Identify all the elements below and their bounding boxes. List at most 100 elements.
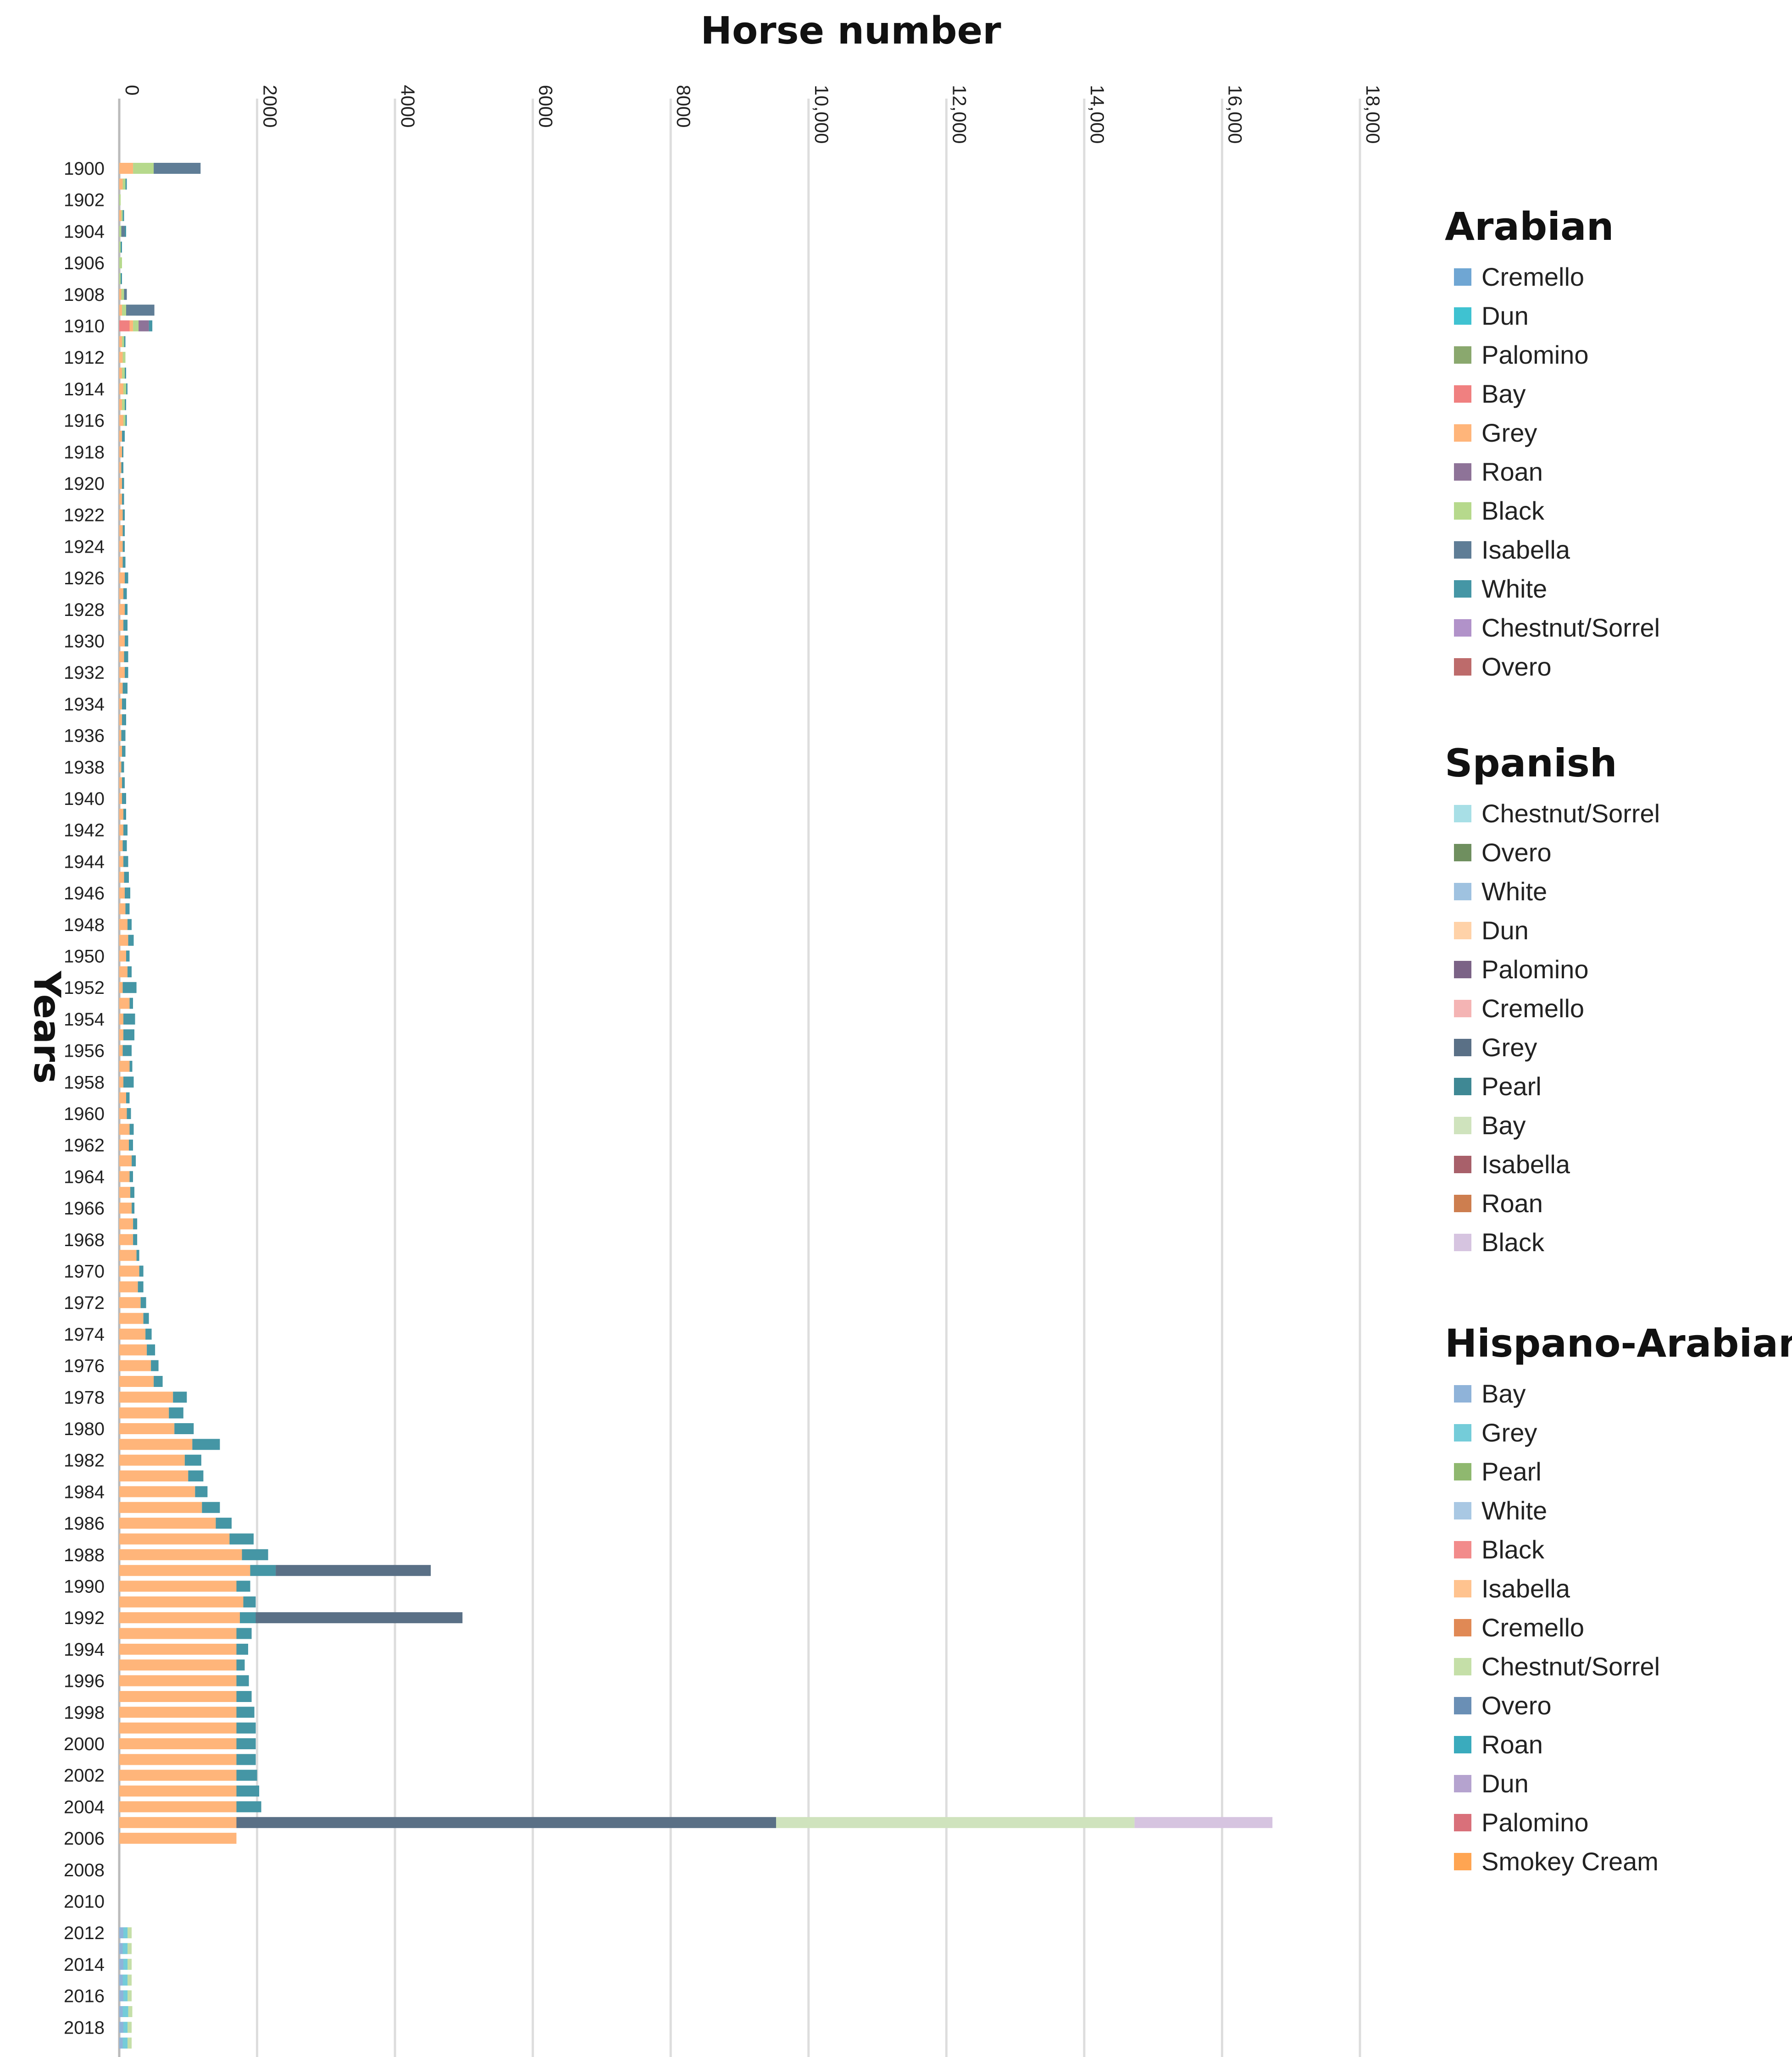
bar-segment (776, 1817, 1135, 1828)
legend-title: Arabian (1445, 204, 1614, 249)
bar-segment (119, 1785, 237, 1797)
bar-segment (119, 635, 125, 647)
bar-segment (123, 588, 127, 599)
legend-swatch (1454, 921, 1471, 939)
bar-segment (119, 824, 123, 836)
bar-segment (121, 730, 126, 741)
bar-segment (129, 1124, 134, 1135)
y-tick-label: 1920 (64, 474, 105, 494)
bar-segment (119, 1927, 123, 1939)
bar-segment (119, 1124, 130, 1135)
y-tick-label: 1968 (64, 1230, 105, 1250)
legend-swatch (1454, 1852, 1471, 1870)
legend-swatch (1454, 882, 1471, 900)
bar-segment (122, 336, 124, 347)
bar-segment (119, 1313, 144, 1324)
bar-segment (119, 226, 122, 237)
bar-segment (119, 604, 125, 615)
y-tick-label: 1996 (64, 1671, 105, 1691)
bar-segment (125, 667, 128, 678)
legend-swatch (1454, 1038, 1471, 1056)
x-tick-label: 6000 (535, 85, 557, 128)
y-tick-label: 1976 (64, 1356, 105, 1376)
bar-segment (125, 399, 126, 410)
bar-segment (119, 446, 122, 458)
y-tick-label: 1988 (64, 1545, 105, 1565)
legend-item: Chestnut/Sorrel (1454, 1647, 1792, 1686)
bar-segment (119, 493, 122, 505)
bar-segment (119, 1218, 133, 1230)
legend-swatch (1454, 1580, 1471, 1597)
legend-item: White (1454, 569, 1660, 608)
bar-segment (119, 919, 128, 930)
bar-segment (119, 1108, 127, 1119)
y-tick-label: 1948 (64, 915, 105, 935)
bar-segment (124, 288, 127, 300)
legend-label: Bay (1481, 1111, 1526, 1140)
y-tick-label: 1902 (64, 190, 105, 211)
bar-segment (139, 1265, 144, 1277)
legend-label: Dun (1481, 916, 1529, 945)
y-tick-label: 1940 (64, 789, 105, 809)
bar-segment (140, 1297, 146, 1308)
legend-label: Chestnut/Sorrel (1481, 613, 1660, 642)
legend-item: Palomino (1454, 335, 1660, 374)
y-axis-label: Years (26, 970, 68, 1084)
legend-item: Roan (1454, 452, 1660, 491)
legend-item: Palomino (1454, 1803, 1792, 1842)
legend-label: Black (1481, 1228, 1544, 1257)
legend-swatch (1454, 843, 1471, 861)
bar-segment (119, 982, 123, 993)
legend-label: Isabella (1481, 1150, 1570, 1179)
legend-swatch (1454, 960, 1471, 978)
bar-segment (119, 1833, 237, 1844)
bar-segment (119, 288, 122, 300)
bar-segment (122, 982, 137, 993)
bar-segment (119, 1171, 130, 1182)
y-tick-label: 2014 (64, 1955, 105, 1975)
bar-segment (119, 1801, 237, 1813)
bar-segment (229, 1533, 254, 1545)
x-tick-label: 10,000 (811, 85, 832, 144)
bar-segment (119, 1265, 139, 1277)
bar-segment (128, 1974, 132, 1986)
bar-segment (128, 935, 134, 946)
bar-segment (138, 1281, 144, 1292)
legend-label: Bay (1481, 1379, 1526, 1408)
bars (119, 163, 1273, 2049)
bar-segment (119, 1596, 244, 1608)
bar-segment (119, 1250, 137, 1261)
bar-segment (122, 714, 126, 726)
bar-segment (119, 698, 122, 710)
y-tick-label: 1954 (64, 1009, 105, 1030)
bar-segment (122, 2006, 128, 2017)
legend-swatch (1454, 1385, 1471, 1403)
legend-swatch (1454, 1424, 1471, 1442)
bar-segment (123, 383, 126, 394)
bar-segment (122, 210, 124, 222)
legend-item: Pearl (1454, 1067, 1660, 1106)
bar-segment (119, 541, 123, 552)
x-tick-label: 2000 (260, 85, 281, 128)
legend-item: Dun (1454, 296, 1660, 335)
bar-segment (123, 620, 128, 631)
legend-item: Cremello (1454, 989, 1660, 1028)
bar-segment (132, 1203, 135, 1214)
bar-segment (184, 1454, 201, 1466)
legend-item: Overo (1454, 647, 1660, 686)
bar-segment (119, 1092, 126, 1103)
y-tick-label: 1994 (64, 1640, 105, 1660)
legend-label: Palomino (1481, 955, 1589, 984)
bar-segment (236, 1691, 252, 1702)
bar-segment (121, 241, 122, 253)
bar-segment (119, 257, 122, 269)
legend-label: Roan (1481, 1189, 1543, 1218)
legend-swatch (1454, 804, 1471, 822)
bar-segment (119, 1549, 242, 1560)
bar-segment (119, 651, 124, 662)
bar-segment (236, 1785, 260, 1797)
legend-label: Black (1481, 496, 1544, 525)
legend-swatch (1454, 1233, 1471, 1251)
y-tick-label: 1914 (64, 379, 105, 399)
legend-label: Overo (1481, 652, 1552, 681)
